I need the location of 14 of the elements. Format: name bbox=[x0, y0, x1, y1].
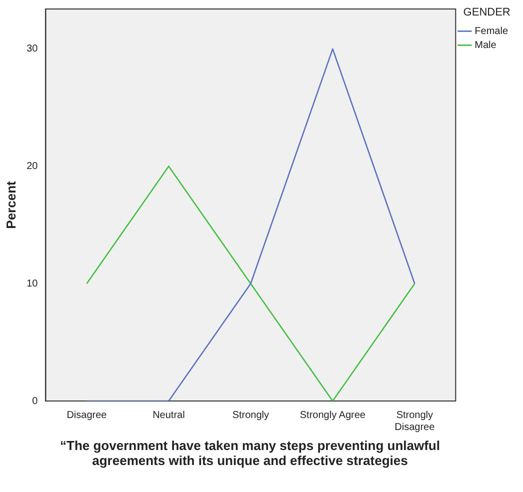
x-tick-label: Disagree bbox=[66, 410, 108, 421]
x-tick-label: Neutral bbox=[152, 410, 185, 421]
legend-label: Female bbox=[474, 26, 508, 37]
y-tick-label: 30 bbox=[26, 44, 38, 55]
y-tick-label: 0 bbox=[32, 396, 38, 407]
x-tick-label: Strongly Agree bbox=[300, 410, 366, 421]
legend-label: Male bbox=[474, 40, 497, 51]
y-axis-title: Percent bbox=[3, 180, 18, 229]
x-tick-label: Strongly bbox=[232, 410, 270, 421]
legend-title: GENDER bbox=[463, 6, 510, 19]
y-tick-label: 20 bbox=[26, 161, 38, 172]
x-axis-title: “The government have taken many steps preventing unlawful agreements with its unique and effective strategies bbox=[59, 438, 441, 468]
x-tick-label: Strongly Disagree bbox=[394, 410, 436, 433]
y-tick-label: 10 bbox=[26, 278, 38, 290]
